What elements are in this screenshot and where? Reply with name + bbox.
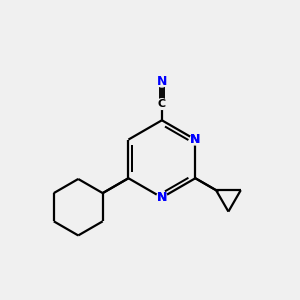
Text: N: N	[157, 191, 167, 204]
Text: N: N	[190, 133, 200, 146]
Text: N: N	[157, 75, 167, 88]
Circle shape	[190, 134, 201, 145]
Text: N: N	[157, 191, 167, 204]
Circle shape	[157, 99, 167, 110]
Text: C: C	[158, 99, 166, 109]
Circle shape	[157, 192, 167, 203]
Circle shape	[157, 76, 167, 87]
Text: N: N	[190, 133, 200, 146]
